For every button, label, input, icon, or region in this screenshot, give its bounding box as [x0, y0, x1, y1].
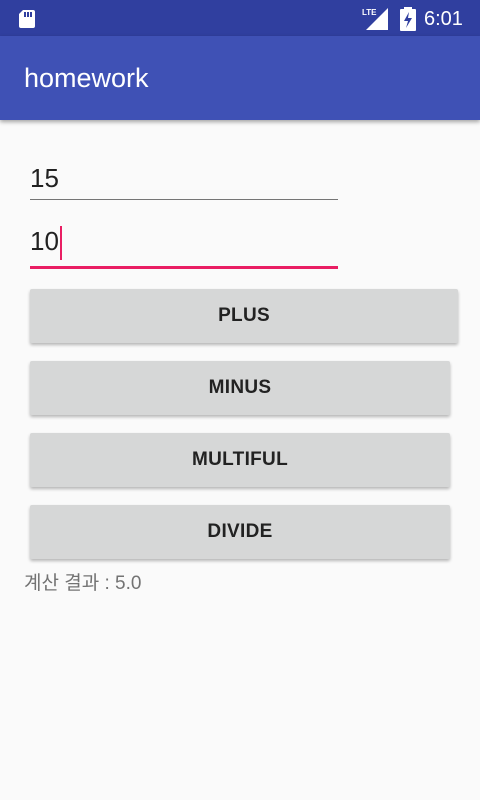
text-cursor	[59, 226, 62, 260]
lte-signal-icon: LTE	[362, 8, 388, 30]
second-number-text: 10	[30, 226, 62, 260]
app-title: homework	[24, 63, 149, 93]
second-number-input[interactable]: 10	[30, 226, 338, 269]
app-bar: homework	[0, 36, 480, 120]
first-number-value: 15	[30, 163, 59, 193]
result-text: 계산 결과 : 5.0	[24, 573, 142, 594]
second-number-value: 10	[30, 225, 59, 256]
divide-button[interactable]: DIVIDE	[30, 505, 450, 559]
status-bar: LTE 6:01	[0, 0, 480, 36]
svg-text:LTE: LTE	[362, 8, 377, 17]
battery-charging-icon	[400, 7, 416, 31]
sd-card-icon	[19, 10, 35, 28]
first-number-input[interactable]: 15	[30, 160, 338, 200]
plus-button[interactable]: PLUS	[30, 289, 458, 343]
minus-button[interactable]: MINUS	[30, 361, 450, 415]
multiply-button[interactable]: MULTIFUL	[30, 433, 450, 487]
status-clock: 6:01	[424, 8, 463, 30]
